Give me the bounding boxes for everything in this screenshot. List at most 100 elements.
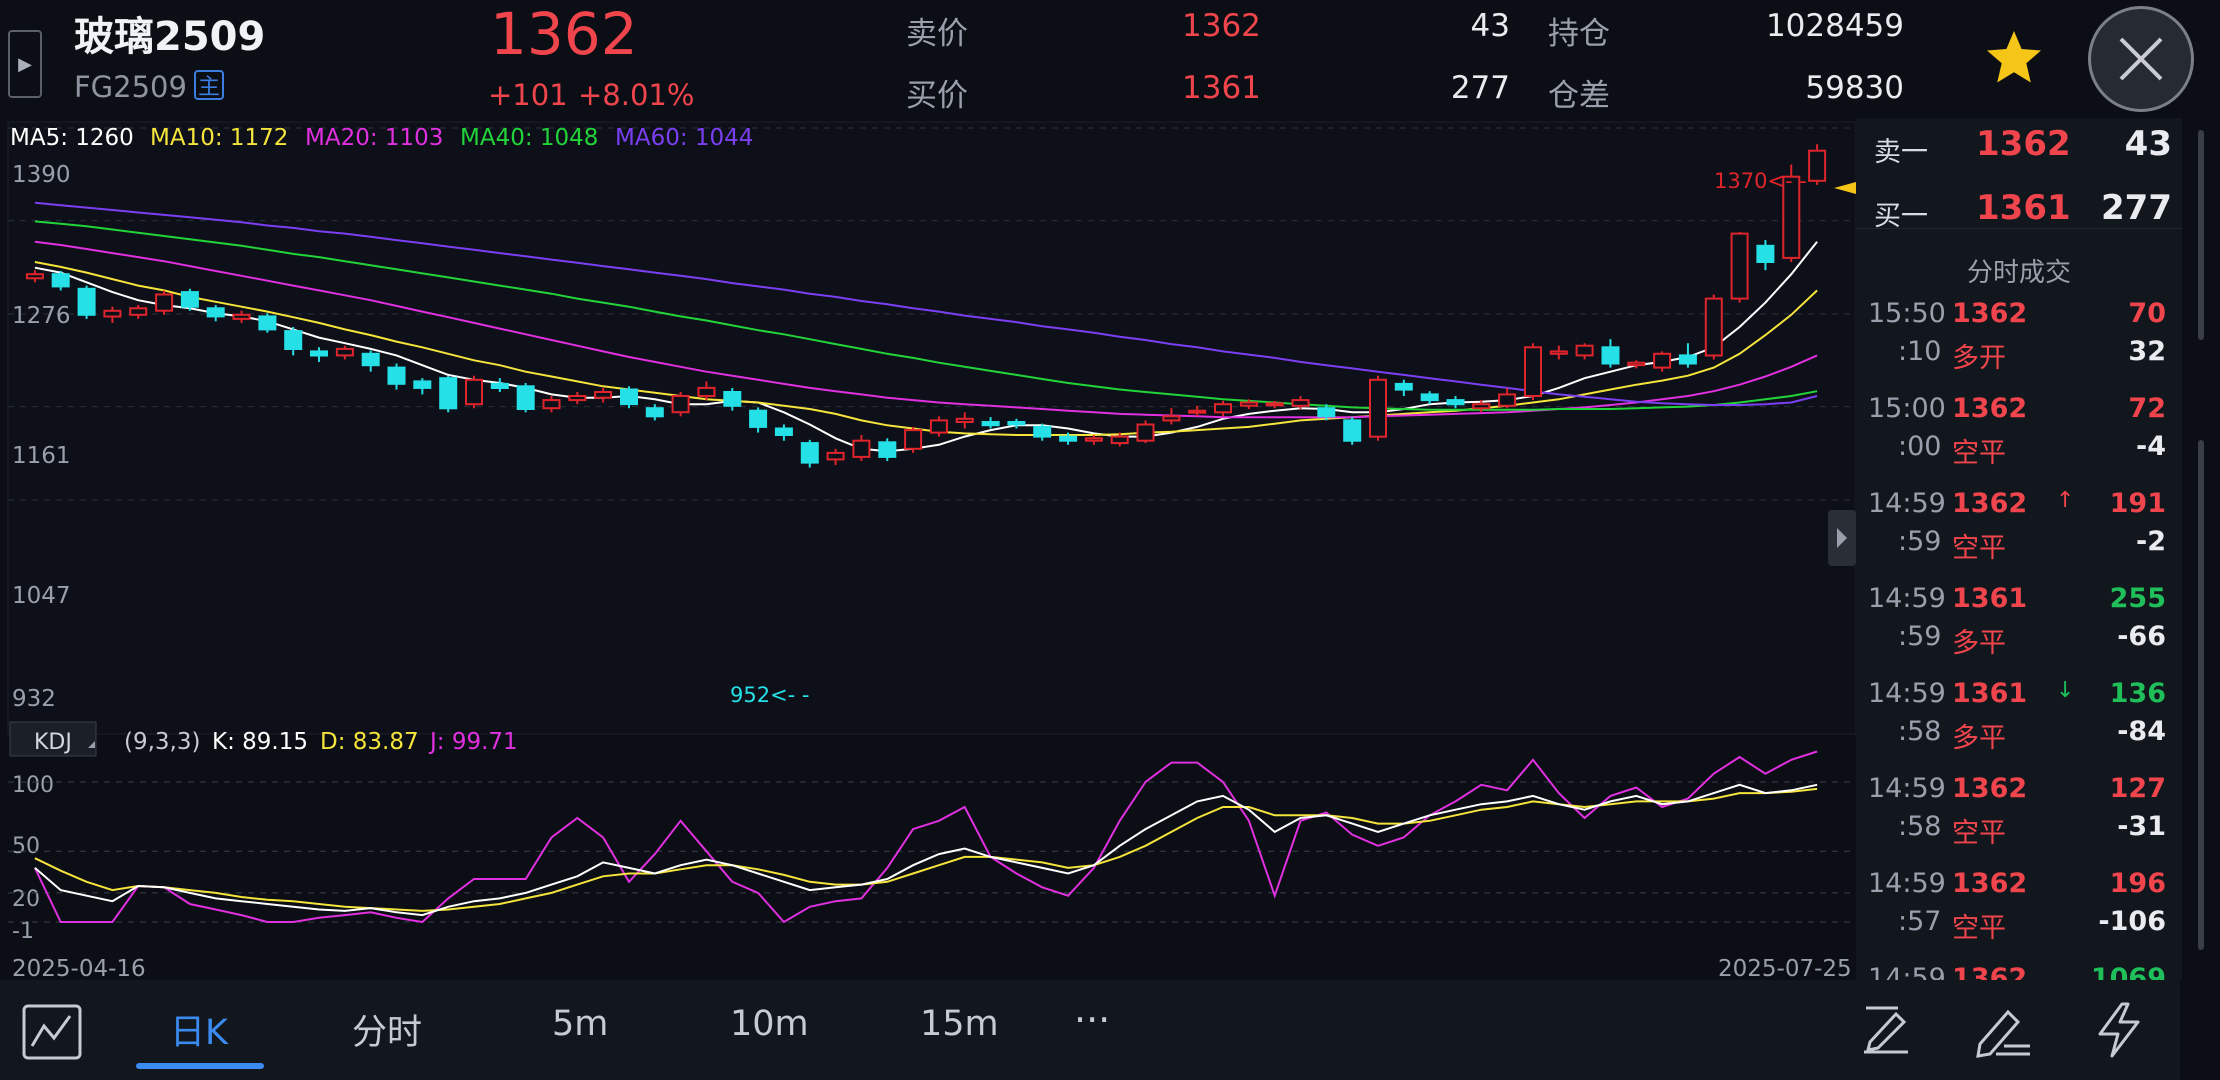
- tab-15m[interactable]: 15m: [920, 1004, 999, 1044]
- side-panel-toggle-button[interactable]: ▶: [8, 30, 42, 98]
- candle-body: [1549, 350, 1568, 355]
- ask-volume: 43: [1470, 8, 1510, 44]
- candle-body: [542, 399, 561, 410]
- tick-volume: 127: [2109, 773, 2166, 804]
- tick-type: 空平: [1952, 913, 2006, 944]
- start-date: 2025-04-16: [12, 956, 146, 980]
- candle-body: [361, 352, 380, 367]
- ask-price: 1362: [1182, 8, 1261, 44]
- candle-body: [465, 378, 483, 406]
- candle-body: [103, 309, 122, 318]
- tick-type: 空平: [1952, 533, 2006, 564]
- draw-line-icon[interactable]: [1858, 1002, 1914, 1058]
- lightning-icon[interactable]: [2092, 1000, 2146, 1060]
- candle-body: [1653, 352, 1672, 369]
- tick-price: 1361: [1952, 583, 2028, 614]
- tick-price: 1362: [1952, 963, 2028, 980]
- bid1-label: 买一: [1874, 201, 1928, 232]
- candle-body: [1162, 415, 1181, 422]
- tick-row[interactable]: 14:59 1361 136:58 多平 -84 ↓: [1856, 674, 2182, 769]
- kdj-params: (9,3,3): [124, 729, 200, 755]
- candle-body: [387, 366, 406, 385]
- ask1-price: 1362: [1976, 124, 2071, 164]
- bottom-toolbar: 日K 分时 5m 10m 15m ···: [0, 980, 2180, 1080]
- price-change: +101: [488, 78, 568, 112]
- kline-chart[interactable]: MA5: 1260 MA10: 1172 MA20: 1103 MA40: 10…: [0, 118, 1856, 980]
- bid1-volume: 277: [2101, 188, 2172, 228]
- kdj-d-line: [34, 787, 1818, 912]
- tick-row[interactable]: 15:00 1362 72:00 空平 -4: [1856, 389, 2182, 484]
- candle-body: [671, 395, 690, 414]
- oi-change-label: 仓差: [1548, 78, 1610, 114]
- order-book-summary: 卖一 1362 43 买一 1361 277: [1856, 118, 2182, 232]
- tick-oi-delta: -31: [2117, 811, 2166, 842]
- ma5-line: [34, 241, 1818, 453]
- open-interest-value: 1028459: [1765, 8, 1904, 44]
- order-book-panel: 卖一 1362 43 买一 1361 277 分时成交 15:50 1362 70:…: [1856, 118, 2182, 980]
- tick-time: 14:59: [1868, 488, 1946, 519]
- candle-body: [1704, 297, 1723, 357]
- tick-price: 1362: [1952, 488, 2028, 519]
- candle-body: [1678, 354, 1697, 365]
- arrow-up-icon: ↑: [2056, 488, 2075, 513]
- tick-seconds: :10: [1898, 336, 1942, 367]
- candle-body: [1472, 403, 1491, 410]
- tick-time: 14:59: [1868, 773, 1946, 804]
- tick-type: 多开: [1952, 343, 2006, 374]
- tick-row[interactable]: 14:59 1362 1069: [1856, 959, 2182, 980]
- tick-seconds: :59: [1898, 621, 1942, 652]
- tick-time: 14:59: [1868, 963, 1946, 980]
- oi-change-value: 59830: [1805, 70, 1904, 106]
- pen-edit-icon[interactable]: [1974, 1002, 2034, 1058]
- candle-body: [697, 386, 716, 397]
- tick-price: 1362: [1952, 393, 2028, 424]
- ma10-line: [34, 261, 1818, 436]
- tick-time: 14:59: [1868, 868, 1946, 899]
- tick-row[interactable]: 14:59 1362 196:57 空平 -106: [1856, 864, 2182, 959]
- candle-body: [413, 380, 432, 389]
- kdj-tick: 50: [12, 834, 40, 859]
- line-chart-icon[interactable]: [22, 1004, 82, 1060]
- tick-row[interactable]: 14:59 1361 255:59 多平 -66: [1856, 579, 2182, 674]
- tick-oi-delta: -4: [2136, 431, 2166, 462]
- tab-10m[interactable]: 10m: [730, 1004, 809, 1044]
- tab-daily-k[interactable]: 日K: [170, 1013, 228, 1053]
- candle-body: [1007, 421, 1026, 426]
- tick-row[interactable]: 14:59 1362 127:58 空平 -31: [1856, 769, 2182, 864]
- tick-list[interactable]: 15:50 1362 70:10 多开 32 15:00 1362 72:00 空平 -4 14:5…: [1856, 294, 2182, 980]
- price-tick: 1276: [12, 303, 71, 329]
- tick-row[interactable]: 14:59 1362 191:59 空平 -2 ↑: [1856, 484, 2182, 579]
- bid-label: 买价: [906, 78, 968, 114]
- ma60-legend: MA60: 1044: [615, 125, 753, 151]
- tick-price: 1362: [1952, 298, 2028, 329]
- candle-body: [723, 391, 742, 407]
- contract-code: FG2509: [74, 70, 187, 104]
- candle-body: [929, 419, 948, 434]
- arrow-down-icon: ↓: [2056, 678, 2075, 703]
- tick-type: 空平: [1952, 438, 2006, 469]
- scrollbar[interactable]: [2196, 130, 2206, 950]
- tick-time: 14:59: [1868, 678, 1946, 709]
- tick-row[interactable]: 15:50 1362 70:10 多开 32: [1856, 294, 2182, 389]
- candle-body: [1420, 393, 1439, 402]
- kdj-selector[interactable]: [9, 721, 97, 757]
- tick-seconds: :59: [1898, 526, 1942, 557]
- tick-seconds: :00: [1898, 431, 1942, 462]
- dropdown-corner-icon: [88, 741, 95, 748]
- candle-body: [439, 377, 458, 410]
- kdj-tick: 20: [12, 887, 40, 912]
- more-periods-button[interactable]: ···: [1074, 998, 1111, 1042]
- candle-body: [1524, 346, 1542, 398]
- quote-header: ▶ 玻璃2509 FG2509 主 1362 +101 +8.01% 卖价 13…: [0, 0, 2220, 118]
- kdj-k-line: [34, 783, 1818, 917]
- tab-intraday[interactable]: 分时: [352, 1013, 423, 1053]
- close-button[interactable]: [2088, 6, 2194, 112]
- tick-volume: 70: [2128, 298, 2166, 329]
- candle-body: [1575, 344, 1594, 357]
- candle-body: [1782, 175, 1801, 259]
- star-icon[interactable]: [1984, 28, 2044, 88]
- tab-5m[interactable]: 5m: [552, 1004, 609, 1044]
- candle-body: [852, 439, 871, 458]
- ask1-volume: 43: [2124, 124, 2172, 164]
- price-tick: 1390: [12, 162, 71, 188]
